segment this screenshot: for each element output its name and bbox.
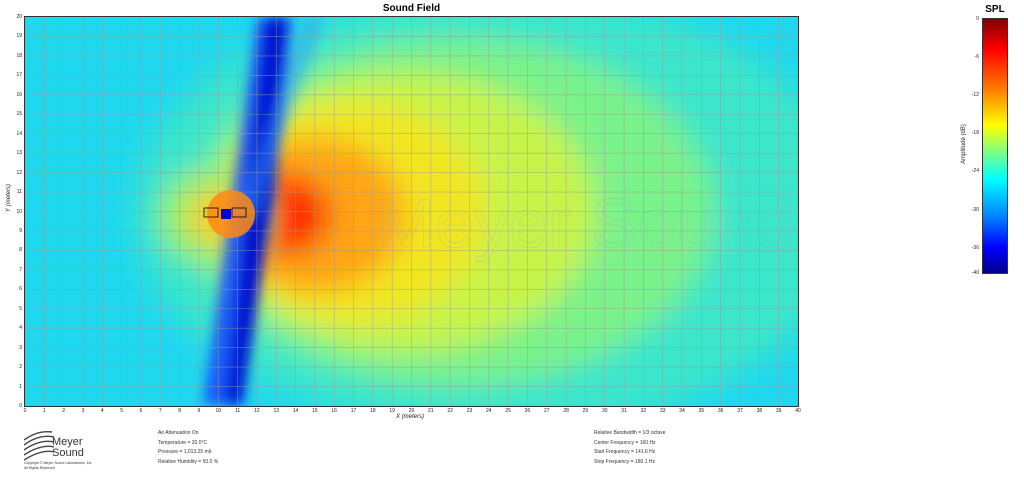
y-tick-label: 9 <box>19 227 22 234</box>
x-tick-label: 2 <box>62 408 66 414</box>
x-tick-label: 17 <box>350 408 357 414</box>
x-tick-label: 38 <box>756 408 763 414</box>
conditions-block: Air Attenuation On Temperature = 20.0°C … <box>158 429 218 467</box>
colorbar-tick-label: -24 <box>971 168 979 175</box>
x-axis-label: X (meters) <box>395 414 424 420</box>
x-tick-label: 18 <box>370 408 376 414</box>
bandwidth-text: Relative Bandwidth = 1/3 octave <box>594 430 666 436</box>
x-tick-label: 32 <box>640 408 647 414</box>
logo-mark-icon <box>24 430 54 461</box>
watermark-logo: Meyer Sound <box>377 184 793 262</box>
x-tick-label: 12 <box>254 408 260 414</box>
y-tick-label: 7 <box>19 266 22 273</box>
y-tick-label: 19 <box>16 33 22 40</box>
y-tick-label: 1 <box>19 383 22 390</box>
x-tick-label: 28 <box>563 408 569 414</box>
colorbar-tick-label: -6 <box>974 54 979 61</box>
y-tick-label: 10 <box>16 208 22 215</box>
x-tick-label: 14 <box>292 408 299 414</box>
y-tick-label: 12 <box>16 169 22 176</box>
x-tick-label: 30 <box>601 408 608 414</box>
x-tick-label: 39 <box>775 408 782 414</box>
y-tick-label: 16 <box>16 91 22 98</box>
y-tick-label: 18 <box>16 52 22 59</box>
x-tick-label: 13 <box>273 408 279 414</box>
stop-frequency-text: Stop Frequency = 180.1 Hz <box>594 458 656 465</box>
x-tick-label: 19 <box>389 408 395 414</box>
attenuation-text: Air Attenuation On <box>158 430 199 436</box>
colorbar-tick-label: 0 <box>976 16 979 22</box>
x-tick-label: 35 <box>698 408 705 414</box>
sound-field-heatmap: Meyer Sound <box>25 17 798 406</box>
colorbar-tick-label: -18 <box>971 130 979 137</box>
x-tick-label: 3 <box>81 408 85 414</box>
colorbar-label: Amplitude (dB) <box>961 124 967 164</box>
frequency-block: Relative Bandwidth = 1/3 octave Center F… <box>594 429 666 467</box>
logo-copyright-2: All Rights Reserved <box>24 466 55 470</box>
speaker-right-icon <box>231 207 247 218</box>
colorbar-tick-label: -12 <box>971 92 979 99</box>
y-tick-label: 15 <box>16 111 22 118</box>
x-tick-label: 11 <box>234 408 241 414</box>
colorbar-title: SPL <box>985 4 1005 15</box>
x-tick-label: 27 <box>543 408 550 414</box>
center-frequency-text: Center Frequency = 160 Hz <box>594 439 656 446</box>
x-tick-label: 24 <box>486 408 492 414</box>
x-tick-label: 10 <box>215 408 222 414</box>
x-tick-label: 9 <box>197 408 201 414</box>
speaker-left-icon <box>203 207 219 218</box>
x-tick-label: 36 <box>717 408 724 414</box>
y-tick-label: 17 <box>16 72 22 79</box>
y-tick-label: 4 <box>19 325 22 332</box>
y-tick-label: 5 <box>19 305 22 312</box>
x-tick-label: 31 <box>621 408 627 414</box>
x-tick-label: 34 <box>679 408 685 414</box>
y-tick-label: 20 <box>16 14 22 20</box>
x-tick-label: 26 <box>524 408 531 414</box>
logo-name-1: Meyer <box>52 436 83 448</box>
x-tick-label: 7 <box>158 408 162 414</box>
logo-name-2: Sound <box>52 447 84 459</box>
x-tick-label: 8 <box>178 408 181 414</box>
x-tick-label: 37 <box>737 408 743 414</box>
x-tick-label: 40 <box>795 408 801 414</box>
y-tick-label: 8 <box>19 247 22 254</box>
x-tick-label: 6 <box>139 408 143 414</box>
x-tick-label: 0 <box>23 408 27 414</box>
x-tick-label: 25 <box>505 408 511 414</box>
temperature-text: Temperature = 20.0°C <box>158 439 208 446</box>
meyer-sound-logo: Meyer Sound Copyright © Meyer Sound Labo… <box>24 430 98 470</box>
x-tick-label: 16 <box>331 408 337 414</box>
logo-copyright-1: Copyright © Meyer Sound Laboratories, In… <box>24 461 93 465</box>
x-tick-label: 29 <box>582 408 589 414</box>
colorbar-tick-label: -40 <box>971 270 979 276</box>
x-tick-label: 33 <box>659 408 666 414</box>
y-tick-label: 6 <box>19 286 22 293</box>
humidity-text: Relative Humidity = 50.0 % <box>158 458 219 465</box>
colorbar-tick-label: -36 <box>971 244 979 251</box>
pressure-text: Pressure = 1,013.25 mb <box>158 449 212 455</box>
y-axis-label: Y (meters) <box>6 184 12 212</box>
start-frequency-text: Start Frequency = 141.6 Hz <box>594 449 656 455</box>
y-tick-label: 14 <box>16 130 22 137</box>
y-tick-label: 13 <box>16 150 22 157</box>
colorbar <box>982 18 1008 274</box>
x-tick-label: 20 <box>408 408 415 414</box>
x-tick-label: 21 <box>428 408 434 414</box>
plot-grid <box>25 17 798 406</box>
y-tick-label: 11 <box>16 189 22 196</box>
x-tick-label: 15 <box>312 408 318 414</box>
colorbar-tick-label: -30 <box>971 206 979 213</box>
x-tick-label: 23 <box>466 408 473 414</box>
sound-field-plot[interactable]: Meyer Sound <box>24 16 799 407</box>
x-tick-label: 22 <box>447 408 453 414</box>
x-tick-label: 1 <box>42 408 46 414</box>
x-tick-label: 5 <box>120 408 124 414</box>
x-tick-label: 4 <box>100 408 104 414</box>
plot-title: Sound Field <box>382 3 441 14</box>
y-tick-label: 2 <box>19 364 22 371</box>
y-tick-label: 3 <box>19 344 22 351</box>
y-tick-label: 0 <box>19 403 22 409</box>
